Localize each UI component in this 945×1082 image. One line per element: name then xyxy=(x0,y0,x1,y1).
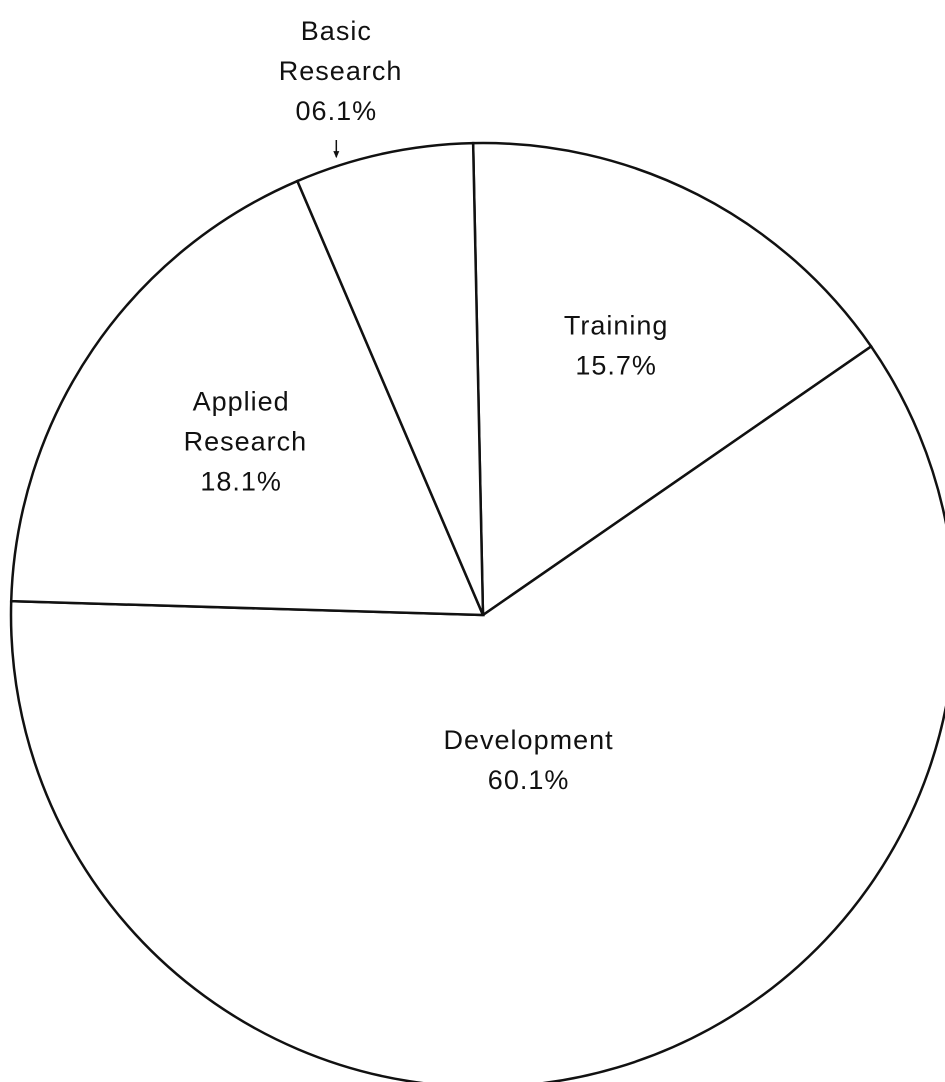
label-arrow-head xyxy=(333,151,340,159)
slice-label: Training xyxy=(564,310,669,340)
slice-label: Applied Research xyxy=(175,386,307,456)
pie-slice xyxy=(9,179,485,617)
slice-value-label: 60.1% xyxy=(488,765,570,795)
slice-label: Basic Research xyxy=(270,16,402,86)
slice-value-label: 06.1% xyxy=(296,96,378,126)
pie-slice xyxy=(295,141,485,616)
slice-label: Development xyxy=(444,725,614,755)
pie-slice xyxy=(471,141,873,618)
slice-value-label: 18.1% xyxy=(200,466,282,496)
slice-value-label: 15.7% xyxy=(575,350,657,380)
pie-slice xyxy=(9,344,945,1082)
